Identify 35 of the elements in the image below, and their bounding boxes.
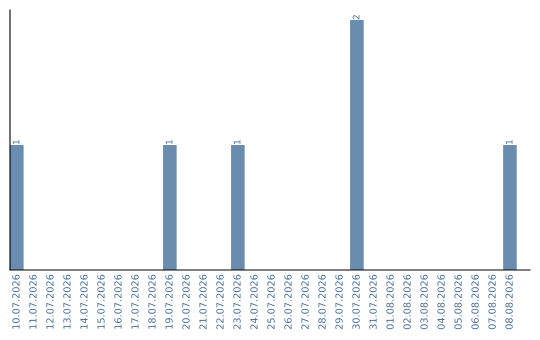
x-tick-label: 27.07.2026 (301, 274, 309, 330)
x-tick-label: 11.07.2026 (29, 274, 37, 329)
x-tick-label: 07.08.2026 (488, 274, 496, 330)
x-tick-label: 05.08.2026 (454, 274, 462, 330)
data-label: 1 (506, 140, 512, 144)
x-tick-label: 12.07.2026 (46, 274, 54, 329)
x-tick-label: 22.07.2026 (216, 274, 224, 330)
data-label: 1 (234, 140, 240, 144)
x-tick-label: 19.07.2026 (165, 274, 173, 329)
x-tick-label: 31.07.2026 (369, 274, 377, 330)
x-tick-label: 16.07.2026 (114, 274, 122, 329)
data-label: 1 (166, 140, 172, 144)
x-tick-label: 14.07.2026 (80, 274, 88, 329)
x-tick-label: 29.07.2026 (335, 274, 343, 330)
x-tick-label: 21.07.2026 (199, 274, 207, 330)
x-tick-label: 06.08.2026 (471, 274, 479, 330)
x-tick-label: 24.07.2026 (250, 274, 258, 330)
data-label: 1 (12, 140, 20, 144)
x-tick-label: 26.07.2026 (284, 274, 292, 330)
x-tick-label: 18.07.2026 (148, 274, 156, 329)
x-tick-label: 08.08.2026 (505, 274, 513, 330)
x-tick-label: 25.07.2026 (267, 274, 275, 330)
x-tick-label: 20.07.2026 (182, 274, 190, 330)
x-tick-label: 15.07.2026 (97, 274, 105, 329)
x-tick-label: 03.08.2026 (420, 274, 428, 330)
x-tick-label: 23.07.2026 (233, 274, 241, 330)
x-tick-label: 28.07.2026 (318, 274, 326, 330)
x-tick-label: 13.07.2026 (63, 274, 71, 329)
x-tick-label: 04.08.2026 (437, 274, 445, 330)
x-tick-label: 01.08.2026 (386, 274, 394, 330)
x-tick-label: 10.07.2026 (12, 274, 20, 329)
x-tick-label: 02.08.2026 (403, 274, 411, 330)
x-tick-label: 30.07.2026 (352, 274, 360, 330)
data-label: 2 (352, 15, 360, 20)
x-tick-label: 17.07.2026 (131, 274, 139, 329)
